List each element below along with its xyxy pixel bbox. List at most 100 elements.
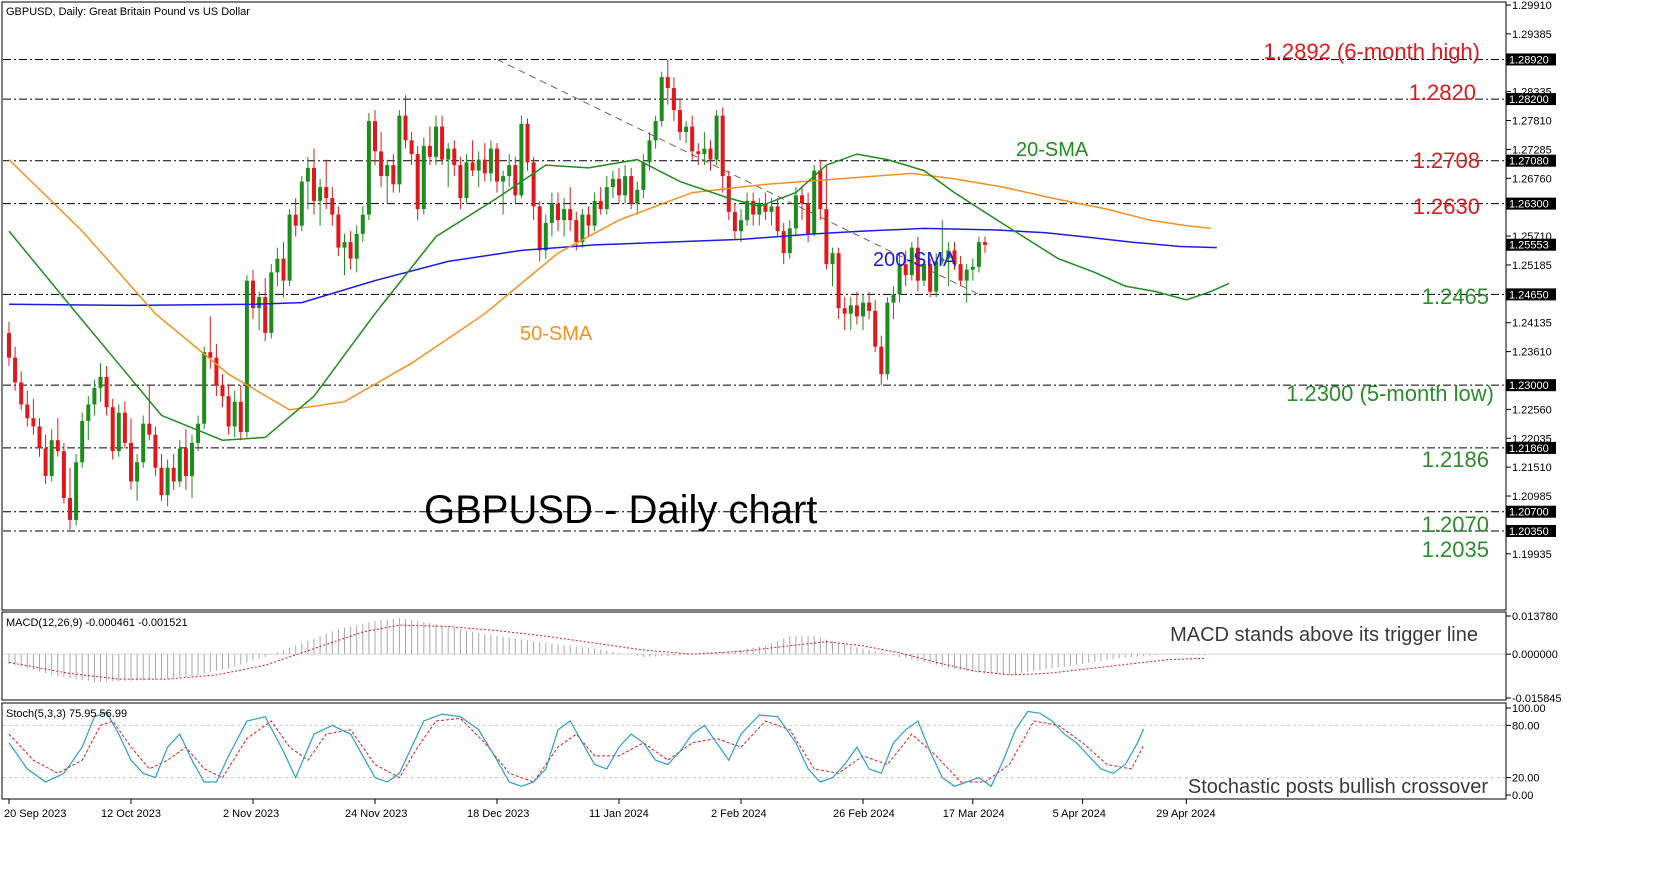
candle-body <box>214 357 219 386</box>
candle-body <box>525 123 530 163</box>
candle-body <box>647 140 652 163</box>
level-label: 1.2820 <box>1409 80 1476 105</box>
candle-body <box>641 162 646 190</box>
candle-body <box>397 115 402 185</box>
candle-body <box>848 305 853 314</box>
candle-body <box>940 258 945 262</box>
candle-body <box>702 148 707 155</box>
level-price-tag <box>1506 53 1556 66</box>
candle-body <box>421 145 426 210</box>
candle-body <box>104 376 109 408</box>
candle-body <box>922 264 926 281</box>
candle-body <box>976 242 981 267</box>
candle-body <box>519 123 524 196</box>
candle-body <box>562 209 567 221</box>
candle-body <box>891 294 896 303</box>
candle-body <box>970 266 975 270</box>
level-price-tag-text: 1.28920 <box>1509 54 1549 66</box>
level-price-tag <box>1506 197 1556 210</box>
price-tick-label: 1.27810 <box>1512 116 1552 128</box>
sma50-line <box>8 159 1211 411</box>
price-tick-label: 1.29910 <box>1512 0 1552 12</box>
candle-body <box>653 121 658 141</box>
stoch-title: Stoch(5,3,3) 75.95 56.99 <box>6 708 127 720</box>
current-price-tag <box>1506 238 1556 251</box>
candle-body <box>958 264 963 281</box>
candle-body <box>806 203 811 234</box>
candle-body <box>299 181 304 226</box>
current-price-tag-text: 1.25553 <box>1509 240 1549 252</box>
candle-body <box>690 126 695 152</box>
candle-body <box>586 214 591 226</box>
candle-body <box>7 332 11 358</box>
chart-title: GBPUSD - Daily chart <box>424 488 817 532</box>
candle-body <box>885 302 890 375</box>
macd-panel-frame <box>1 611 1507 701</box>
date-tick-label: 5 Apr 2024 <box>1053 808 1106 820</box>
stoch-panel-frame <box>1 702 1507 800</box>
candle-body <box>68 497 72 520</box>
sma20-label: 20-SMA <box>1016 139 1089 161</box>
macd-annotation: MACD stands above its trigger line <box>1170 624 1478 646</box>
candle-body <box>226 396 231 427</box>
candle-body <box>165 467 170 496</box>
price-tick-label: 1.24135 <box>1512 318 1552 330</box>
price-tick-label: 1.29385 <box>1512 29 1552 41</box>
stoch-tick-label: 20.00 <box>1512 773 1540 785</box>
candle-body <box>269 272 274 333</box>
candle-body <box>842 308 847 314</box>
candle-body <box>446 148 451 160</box>
candle-body <box>177 448 182 482</box>
candle-body <box>440 126 445 160</box>
candle-body <box>379 151 384 177</box>
date-axis: 20 Sep 2023 12 Oct 2023 2 Nov 2023 24 Nov 2… <box>4 799 1216 820</box>
level-label: 1.2892 (6-month high) <box>1264 39 1480 64</box>
candle-body <box>25 404 30 419</box>
candle-body <box>409 140 414 155</box>
candle-body <box>549 203 554 223</box>
candle-body <box>909 247 914 276</box>
candle-body <box>867 302 872 311</box>
price-tick-label: 1.20985 <box>1512 491 1552 503</box>
candle-body <box>861 302 865 317</box>
candle-body <box>537 206 542 251</box>
candle-body <box>55 440 60 452</box>
candle-body <box>568 209 573 221</box>
candle-body <box>787 228 792 254</box>
candle-body <box>513 165 518 196</box>
candle-body <box>983 242 987 245</box>
candle-body <box>232 401 237 427</box>
date-tick-label: 11 Jan 2024 <box>589 808 649 820</box>
candle-body <box>92 387 97 405</box>
sma200-label: 200-SMA <box>873 249 957 271</box>
candle-body <box>964 269 969 281</box>
candle-body <box>464 162 469 199</box>
level-price-tag-text: 1.23000 <box>1509 380 1549 392</box>
sma50-label: 50-SMA <box>520 323 593 345</box>
macd-tick-label: -0.015845 <box>1512 693 1562 705</box>
trendline <box>496 59 980 295</box>
candle-body <box>763 203 768 212</box>
macd-title: MACD(12,26,9) -0.000461 -0.001521 <box>6 617 188 629</box>
level-price-tag-text: 1.26300 <box>1509 199 1549 211</box>
candle-body <box>903 264 908 276</box>
level-price-tag-text: 1.20350 <box>1509 526 1549 538</box>
candle-body <box>342 242 347 248</box>
date-tick-label: 2 Feb 2024 <box>711 808 767 820</box>
candles <box>7 59 987 530</box>
candle-body <box>659 77 664 122</box>
date-tick-label: 24 Nov 2023 <box>345 808 407 820</box>
price-tick-label: 1.26760 <box>1512 173 1552 185</box>
candle-body <box>129 442 133 482</box>
sma200-line <box>8 227 1217 307</box>
level-label: 1.2465 <box>1422 284 1489 309</box>
macd-tick-label: 0.013780 <box>1512 611 1558 623</box>
candle-body <box>818 170 823 210</box>
candle-body <box>812 170 817 234</box>
candle-body <box>769 206 774 212</box>
horizontal-levels <box>3 58 1505 532</box>
date-tick-label: 2 Nov 2023 <box>223 808 279 820</box>
candle-body <box>696 151 701 155</box>
candle-body <box>19 382 24 405</box>
candle-body <box>183 448 188 476</box>
